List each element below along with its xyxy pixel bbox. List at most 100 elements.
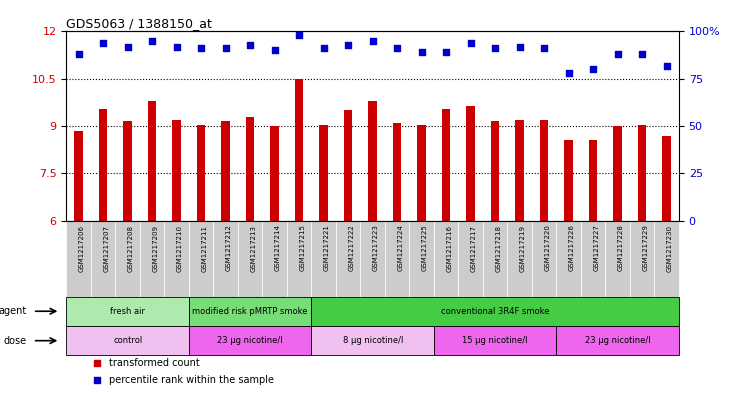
Text: percentile rank within the sample: percentile rank within the sample	[109, 375, 275, 385]
Bar	[466, 106, 475, 221]
Bar	[148, 101, 156, 221]
Bar	[91, 221, 115, 296]
Bar	[442, 109, 450, 221]
Text: GSM1217219: GSM1217219	[520, 224, 525, 272]
Bar	[173, 120, 181, 221]
Bar	[418, 125, 426, 221]
Bar	[556, 221, 581, 296]
Bar	[295, 79, 303, 221]
Text: dose: dose	[4, 336, 27, 346]
Text: GSM1217212: GSM1217212	[226, 224, 232, 272]
Bar	[140, 221, 165, 296]
Text: GSM1217209: GSM1217209	[152, 224, 158, 272]
Bar	[581, 221, 605, 296]
Bar	[508, 221, 532, 296]
Text: GSM1217217: GSM1217217	[471, 224, 477, 272]
Bar	[99, 109, 108, 221]
Point	[441, 49, 452, 55]
Point	[318, 45, 330, 51]
Bar	[311, 221, 336, 296]
Text: conventional 3R4F smoke: conventional 3R4F smoke	[441, 307, 550, 316]
Bar	[344, 110, 353, 221]
Bar	[483, 221, 508, 296]
Bar	[123, 121, 132, 221]
Point	[269, 47, 280, 53]
Point	[244, 42, 256, 48]
Text: GSM1217229: GSM1217229	[642, 224, 648, 272]
Bar	[515, 120, 524, 221]
Bar	[655, 221, 679, 296]
Text: GDS5063 / 1388150_at: GDS5063 / 1388150_at	[66, 17, 213, 30]
Text: modified risk pMRTP smoke: modified risk pMRTP smoke	[193, 307, 308, 316]
Point	[220, 45, 232, 51]
Bar	[565, 140, 573, 221]
Point	[563, 70, 575, 76]
Point	[92, 360, 103, 366]
Bar	[613, 126, 622, 221]
Bar	[75, 131, 83, 221]
Bar	[221, 121, 230, 221]
Text: GSM1217228: GSM1217228	[618, 224, 624, 272]
Bar	[458, 221, 483, 296]
Point	[514, 44, 525, 50]
Text: GSM1217221: GSM1217221	[324, 224, 330, 272]
Bar	[263, 221, 287, 296]
Text: GSM1217225: GSM1217225	[421, 224, 428, 271]
Text: GSM1217230: GSM1217230	[666, 224, 673, 272]
Point	[196, 45, 207, 51]
Text: GSM1217226: GSM1217226	[569, 224, 575, 272]
Point	[538, 45, 550, 51]
Text: 8 μg nicotine/l: 8 μg nicotine/l	[342, 336, 403, 345]
Text: GSM1217218: GSM1217218	[495, 224, 501, 272]
Text: GSM1217220: GSM1217220	[544, 224, 551, 272]
Point	[587, 66, 599, 72]
Bar	[360, 221, 385, 296]
Point	[367, 38, 379, 44]
Bar	[287, 221, 311, 296]
Point	[170, 44, 182, 50]
Text: GSM1217215: GSM1217215	[299, 224, 306, 272]
Bar	[66, 296, 189, 326]
Bar	[385, 221, 410, 296]
Bar	[605, 221, 630, 296]
Text: GSM1217216: GSM1217216	[446, 224, 452, 272]
Point	[122, 44, 134, 50]
Text: GSM1217213: GSM1217213	[250, 224, 256, 272]
Text: fresh air: fresh air	[110, 307, 145, 316]
Bar	[189, 221, 213, 296]
Bar	[434, 326, 556, 355]
Bar	[491, 121, 500, 221]
Point	[661, 62, 672, 69]
Bar	[165, 221, 189, 296]
Bar	[630, 221, 655, 296]
Bar	[311, 326, 434, 355]
Point	[636, 51, 648, 57]
Bar	[115, 221, 140, 296]
Text: GSM1217227: GSM1217227	[593, 224, 599, 272]
Text: GSM1217222: GSM1217222	[348, 224, 354, 271]
Bar	[434, 221, 458, 296]
Bar	[393, 123, 401, 221]
Point	[342, 42, 354, 48]
Point	[612, 51, 624, 57]
Bar	[197, 125, 205, 221]
Text: GSM1217206: GSM1217206	[79, 224, 85, 272]
Text: control: control	[113, 336, 142, 345]
Text: GSM1217211: GSM1217211	[201, 224, 207, 272]
Bar	[368, 101, 377, 221]
Bar	[213, 221, 238, 296]
Bar	[311, 296, 679, 326]
Text: 15 μg nicotine/l: 15 μg nicotine/l	[463, 336, 528, 345]
Bar	[556, 326, 679, 355]
Text: agent: agent	[0, 306, 27, 316]
Point	[415, 49, 427, 55]
Bar	[320, 125, 328, 221]
Text: GSM1217214: GSM1217214	[275, 224, 280, 272]
Point	[97, 40, 109, 46]
Text: GSM1217223: GSM1217223	[373, 224, 379, 272]
Point	[465, 40, 477, 46]
Bar	[410, 221, 434, 296]
Bar	[589, 140, 598, 221]
Text: GSM1217210: GSM1217210	[176, 224, 183, 272]
Point	[391, 45, 403, 51]
